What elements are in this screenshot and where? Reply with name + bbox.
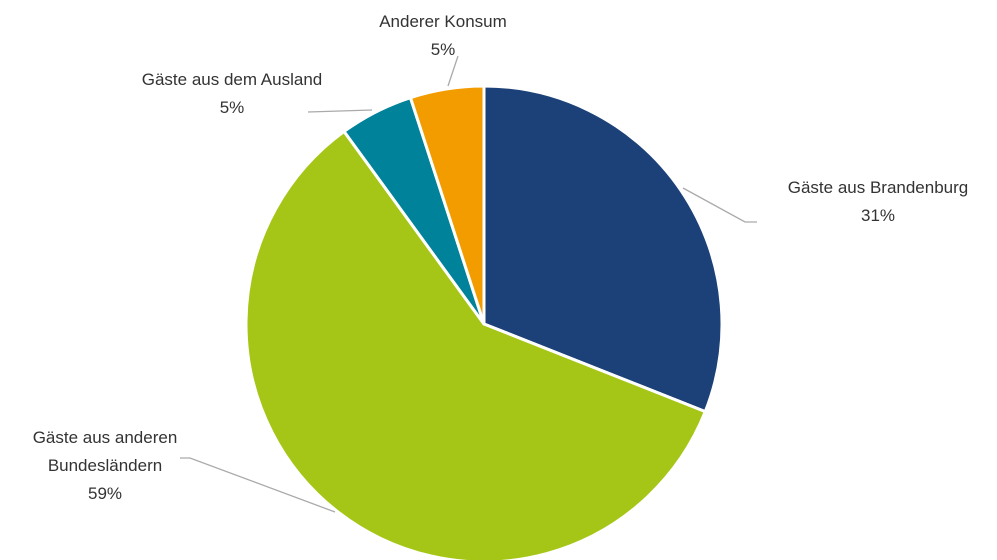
slice-label: Gäste aus anderen Bundesländern 59% — [0, 424, 210, 508]
label-value: 5% — [430, 40, 456, 59]
label-value: 59% — [87, 484, 123, 503]
label-name: Gäste aus anderen Bundesländern — [32, 428, 178, 475]
slice-label: Gäste aus dem Ausland 5% — [102, 66, 362, 122]
leader-line — [180, 457, 336, 513]
slice-label: Gäste aus Brandenburg 31% — [758, 174, 997, 230]
label-name: Anderer Konsum — [379, 12, 507, 31]
leader-line — [447, 55, 459, 87]
label-value: 31% — [860, 206, 896, 225]
leader-line — [682, 187, 757, 223]
slice-label: Anderer Konsum 5% — [343, 8, 543, 64]
slices — [244, 84, 724, 560]
label-name: Gäste aus dem Ausland — [141, 70, 323, 89]
pie-slice — [244, 129, 707, 560]
pie-slice — [408, 84, 486, 326]
label-name: Gäste aus Brandenburg — [787, 178, 969, 197]
pie-slice — [482, 84, 724, 414]
leader-line — [307, 109, 373, 113]
label-value: 5% — [219, 98, 245, 117]
